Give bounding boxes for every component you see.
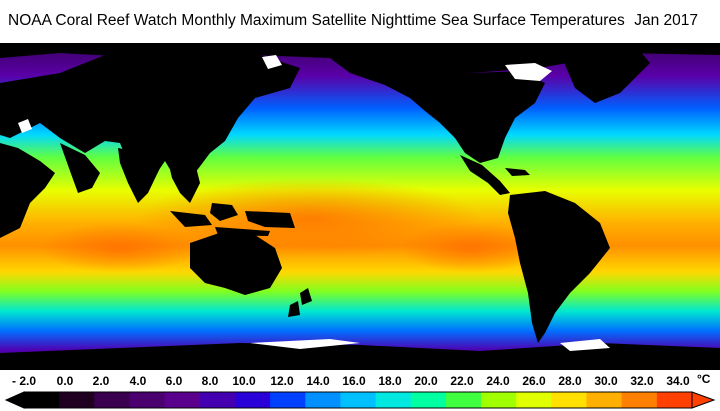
legend-tick: 12.0 xyxy=(270,374,294,388)
map-title: NOAA Coral Reef Watch Monthly Maximum Sa… xyxy=(8,12,625,29)
legend-tick: 14.0 xyxy=(306,374,330,388)
colorbar-cell xyxy=(234,392,271,408)
legend-tick: 2.0 xyxy=(92,374,110,388)
legend-tick: 20.0 xyxy=(414,374,438,388)
legend-unit: °C xyxy=(697,372,711,386)
colorbar-arrow-right xyxy=(691,391,716,409)
sst-map-graphic xyxy=(0,43,720,370)
map-date: Jan 2017 xyxy=(634,12,698,29)
legend-tick: 32.0 xyxy=(630,374,654,388)
legend-tick: 24.0 xyxy=(486,374,510,388)
legend-tick: 10.0 xyxy=(232,374,256,388)
sst-map xyxy=(0,43,720,370)
legend-colorbar xyxy=(4,391,716,409)
colorbar-cell xyxy=(410,392,447,408)
legend-tick: 22.0 xyxy=(450,374,474,388)
colorbar-cell xyxy=(24,392,60,408)
legend-tick: 34.0 xyxy=(666,374,690,388)
legend-tick: 18.0 xyxy=(378,374,402,388)
legend-tick: 16.0 xyxy=(342,374,366,388)
colorbar-cell xyxy=(129,392,166,408)
sea-ice xyxy=(18,55,610,351)
land-masses xyxy=(0,43,720,370)
title-bar: NOAA Coral Reef Watch Monthly Maximum Sa… xyxy=(0,0,720,43)
colorbar-border xyxy=(23,391,693,409)
legend-tick: 0.0 xyxy=(56,374,74,388)
legend-tick: 28.0 xyxy=(558,374,582,388)
colorbar-cell xyxy=(586,392,623,408)
legend-tick: 26.0 xyxy=(522,374,546,388)
legend-tick: 8.0 xyxy=(201,374,219,388)
colorbar-cell xyxy=(656,392,693,408)
colorbar-cell xyxy=(94,392,130,408)
legend-tick-labels: - 2.0 0.0 2.0 4.0 6.0 8.0 10.0 12.0 14.0… xyxy=(0,374,720,390)
legend-tick: 30.0 xyxy=(594,374,618,388)
legend-tick: - 2.0 xyxy=(11,374,37,388)
colorbar-arrow-left xyxy=(4,391,25,409)
colorbar-cell xyxy=(340,392,377,408)
legend-tick: 4.0 xyxy=(129,374,147,388)
color-legend: - 2.0 0.0 2.0 4.0 6.0 8.0 10.0 12.0 14.0… xyxy=(0,370,720,411)
colorbar-cell xyxy=(59,392,95,408)
colorbar-cell xyxy=(305,392,341,408)
colorbar-cell xyxy=(270,392,306,408)
colorbar-cell xyxy=(516,392,552,408)
colorbar-cell xyxy=(621,392,658,408)
colorbar-cell xyxy=(445,392,482,408)
colorbar-cell xyxy=(199,392,236,408)
colorbar-cell xyxy=(375,392,412,408)
colorbar-cell xyxy=(164,392,201,408)
legend-tick: 6.0 xyxy=(165,374,183,388)
colorbar-cell xyxy=(551,392,588,408)
colorbar-cell xyxy=(481,392,517,408)
